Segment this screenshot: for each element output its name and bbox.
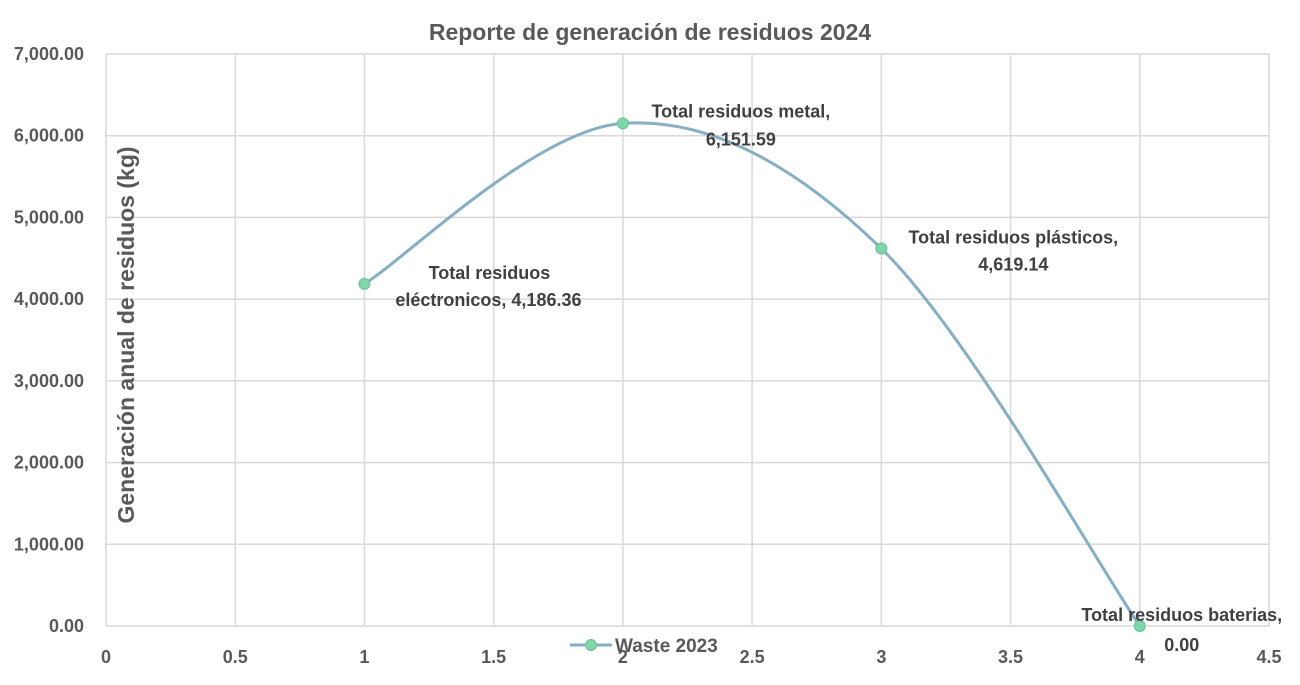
x-tick-label: 3	[876, 647, 886, 667]
x-tick-label: 2	[618, 647, 628, 667]
x-tick-label: 4.5	[1256, 647, 1281, 667]
data-label: Total residuos baterias,	[1081, 605, 1282, 625]
y-tick-label: 3,000.00	[14, 371, 84, 391]
series-layer	[358, 117, 1146, 632]
data-label: 6,151.59	[706, 129, 776, 149]
chart-title: Reporte de generación de residuos 2024	[429, 19, 871, 45]
y-tick-label: 2,000.00	[14, 453, 84, 473]
y-tick-label: 4,000.00	[14, 289, 84, 309]
x-tick-label: 0.5	[223, 647, 248, 667]
x-tick-label: 1	[359, 647, 369, 667]
y-tick-label: 1,000.00	[14, 534, 84, 554]
legend-series-name: Waste 2023	[615, 636, 718, 657]
x-tick-label: 3.5	[998, 647, 1023, 667]
data-labels: Total residuos eléctronicos, 4,186.36 Tota…	[395, 101, 1282, 655]
data-label: 0.00	[1164, 635, 1199, 655]
series-line	[363, 121, 1142, 627]
y-tick-label: 0.00	[49, 616, 84, 636]
y-axis-label: Generación anual de residuos (kg)	[113, 146, 139, 523]
data-label: eléctronicos, 4,186.36	[395, 290, 581, 310]
x-tick-label: 1.5	[481, 647, 506, 667]
x-tick-label: 2.5	[740, 647, 765, 667]
y-tick-label: 7,000.00	[14, 44, 84, 64]
data-label: Total residuos plásticos,	[908, 228, 1118, 248]
x-tick-label: 0	[101, 647, 111, 667]
y-tick-label: 5,000.00	[14, 207, 84, 227]
data-point[interactable]	[358, 277, 371, 290]
gridlines	[105, 53, 1270, 627]
data-point[interactable]	[616, 117, 629, 130]
data-point[interactable]	[1133, 620, 1146, 632]
axis-ticks: 0.00 1,000.00 2,000.00 3,000.00 4,000.00 5,00…	[14, 44, 1282, 667]
data-label: Total residuos metal,	[652, 101, 831, 121]
legend-marker-swatch	[585, 639, 597, 651]
data-label: Total residuos	[429, 263, 551, 283]
x-tick-label: 4	[1135, 647, 1145, 667]
data-point[interactable]	[875, 242, 888, 255]
legend[interactable]: Waste 2023	[570, 636, 718, 657]
data-label: 4,619.14	[978, 255, 1048, 275]
y-tick-label: 6,000.00	[14, 126, 84, 146]
